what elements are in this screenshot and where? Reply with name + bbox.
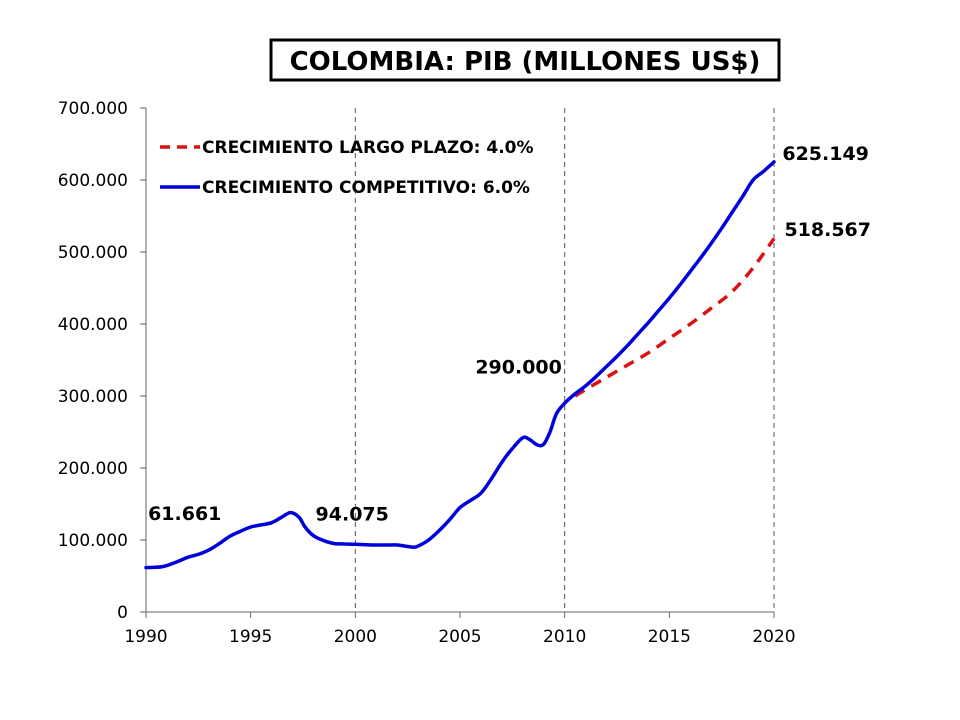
- vertical-reference-lines: [354, 108, 775, 612]
- x-tick-label: 2020: [752, 627, 795, 647]
- y-tick-label: 200.000: [58, 459, 128, 479]
- series-line-competitivo: [144, 160, 776, 570]
- y-tick-label: 400.000: [58, 315, 128, 335]
- annotations: 61.661 94.075 290.000 625.149 518.567: [148, 143, 871, 526]
- legend-label-largo-plazo: CRECIMIENTO LARGO PLAZO: 4.0%: [202, 138, 534, 158]
- x-tick-label: 2005: [438, 627, 481, 647]
- y-axis: 0 100.000 200.000 300.000 400.000 500.000 600.…: [58, 99, 146, 623]
- chart-title: COLOMBIA: PIB (MILLONES US$): [290, 47, 761, 77]
- x-tick-label: 1995: [229, 627, 272, 647]
- y-tick-label: 600.000: [58, 171, 128, 191]
- title-box: [269, 38, 781, 82]
- x-axis: 1990 1995 2000 2005 2010 2015 2020: [124, 612, 796, 647]
- data-label: 518.567: [784, 219, 871, 241]
- data-label: 94.075: [316, 504, 389, 526]
- legend-label-competitivo: CRECIMIENTO COMPETITIVO: 6.0%: [202, 178, 530, 198]
- y-tick-label: 500.000: [58, 243, 128, 263]
- y-tick-label: 700.000: [58, 99, 128, 119]
- x-tick-label: 1990: [124, 627, 167, 647]
- y-tick-label: 300.000: [58, 387, 128, 407]
- data-label: 61.661: [148, 503, 221, 525]
- legend: CRECIMIENTO LARGO PLAZO: 4.0% CRECIMIENT…: [160, 138, 534, 198]
- y-tick-label: 0: [117, 603, 128, 623]
- series-layer: [144, 160, 776, 570]
- data-label: 290.000: [475, 357, 562, 379]
- series-line-largo-plazo: [574, 237, 776, 398]
- y-tick-label: 100.000: [58, 531, 128, 551]
- data-label: 625.149: [782, 143, 869, 165]
- x-tick-label: 2015: [648, 627, 691, 647]
- x-tick-label: 2000: [334, 627, 377, 647]
- x-tick-label: 2010: [543, 627, 586, 647]
